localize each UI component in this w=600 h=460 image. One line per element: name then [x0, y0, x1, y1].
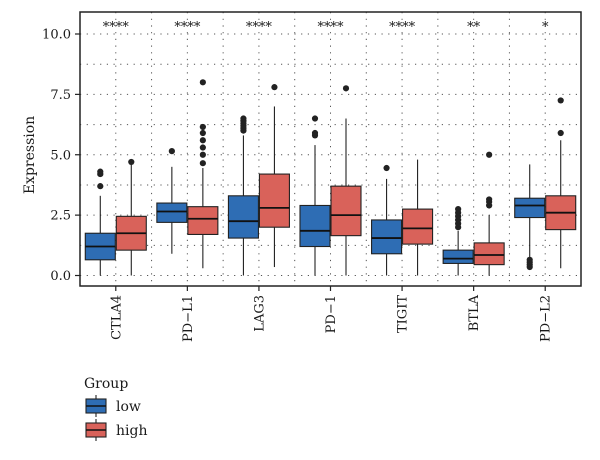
x-tick-label: CTLA4: [109, 295, 124, 340]
y-tick-label: 10.0: [42, 28, 71, 43]
significance-label: ****: [246, 20, 273, 35]
box-high-3: [330, 85, 362, 276]
box-low-0: [84, 168, 116, 276]
significance-label: *: [542, 20, 549, 35]
outlier-point: [168, 148, 175, 155]
outlier-point: [199, 151, 206, 158]
significance-label: ****: [389, 20, 416, 35]
outlier-point: [97, 168, 104, 175]
box-body: [514, 197, 546, 219]
significance-label: ****: [103, 20, 130, 35]
y-tick-label: 2.5: [50, 209, 71, 224]
y-axis-title: Expression: [22, 116, 38, 194]
outlier-point: [199, 160, 206, 167]
box-high-2: [258, 84, 290, 268]
box-body: [156, 202, 188, 223]
outlier-point: [383, 164, 390, 172]
significance-label: ****: [174, 20, 201, 35]
box-body: [371, 219, 403, 255]
box-low-4: [371, 164, 403, 276]
x-tick-label: PD−L2: [539, 295, 554, 342]
box-low-2: [227, 115, 259, 276]
legend-label-high: high: [116, 423, 147, 439]
box-low-5: [442, 205, 474, 276]
box-body: [330, 185, 362, 237]
y-tick-label: 0.0: [50, 269, 71, 284]
x-tick-label: PD−1: [324, 295, 339, 333]
box-body: [227, 195, 259, 239]
outlier-point: [199, 144, 206, 151]
significance-labels: **** **** **** **** **** ** *: [103, 20, 549, 35]
outlier-point: [199, 137, 206, 144]
box-high-0: [115, 158, 147, 276]
box-body: [442, 249, 474, 264]
significance-label: **: [467, 20, 481, 35]
outlier-point: [557, 129, 564, 137]
legend: Group low high: [84, 376, 147, 441]
outlier-point: [557, 97, 564, 104]
box-low-6: [514, 164, 546, 271]
outlier-point: [240, 115, 247, 122]
outlier-point: [342, 85, 350, 92]
box-high-5: [473, 151, 505, 276]
legend-title: Group: [84, 376, 128, 392]
outlier-point: [128, 158, 135, 166]
axes: 0.0 2.5 5.0 7.5 10.0 CTLA4 PD−L1 LAG3 PD−1 TIGIT B…: [42, 28, 554, 342]
outlier-point: [199, 123, 206, 131]
box-body: [258, 173, 290, 228]
outlier-point: [526, 256, 533, 263]
outlier-point: [311, 115, 319, 122]
outlier-point: [199, 129, 206, 137]
legend-label-low: low: [116, 399, 141, 415]
y-tick-label: 5.0: [50, 148, 71, 163]
boxes: [84, 79, 577, 276]
box-low-1: [156, 148, 188, 254]
y-tick-label: 7.5: [50, 88, 71, 103]
box-body: [187, 206, 219, 235]
outlier-point: [486, 196, 493, 203]
box-high-4: [402, 159, 434, 276]
outlier-point: [455, 205, 462, 213]
significance-label: ****: [318, 20, 345, 35]
box-body: [402, 208, 434, 245]
box-body: [473, 242, 505, 266]
x-tick-label: LAG3: [252, 295, 267, 332]
x-tick-label: TIGIT: [396, 295, 411, 333]
x-tick-label: BTLA: [467, 294, 482, 331]
outlier-point: [199, 79, 206, 86]
outlier-point: [97, 183, 104, 190]
box-low-3: [299, 115, 331, 276]
box-high-1: [187, 79, 219, 269]
box-body: [299, 204, 331, 248]
box-high-6: [545, 97, 577, 269]
outlier-point: [486, 151, 493, 158]
x-tick-label: PD−L1: [181, 295, 196, 342]
outlier-point: [311, 129, 319, 137]
outlier-point: [271, 84, 278, 91]
